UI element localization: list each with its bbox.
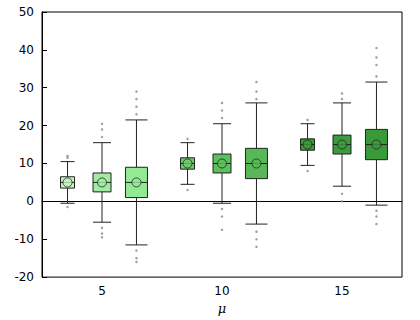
svg-text:20: 20	[19, 119, 34, 133]
svg-text:-10: -10	[14, 232, 34, 246]
svg-text:15: 15	[334, 284, 349, 298]
svg-text:5: 5	[98, 284, 106, 298]
svg-text:10: 10	[214, 284, 229, 298]
svg-text:40: 40	[19, 43, 34, 57]
svg-text:μ: μ	[218, 301, 226, 316]
svg-text:0: 0	[26, 194, 34, 208]
svg-text:50: 50	[19, 5, 34, 19]
svg-text:30: 30	[19, 81, 34, 95]
svg-text:-20: -20	[14, 270, 34, 284]
svg-text:10: 10	[19, 156, 34, 170]
